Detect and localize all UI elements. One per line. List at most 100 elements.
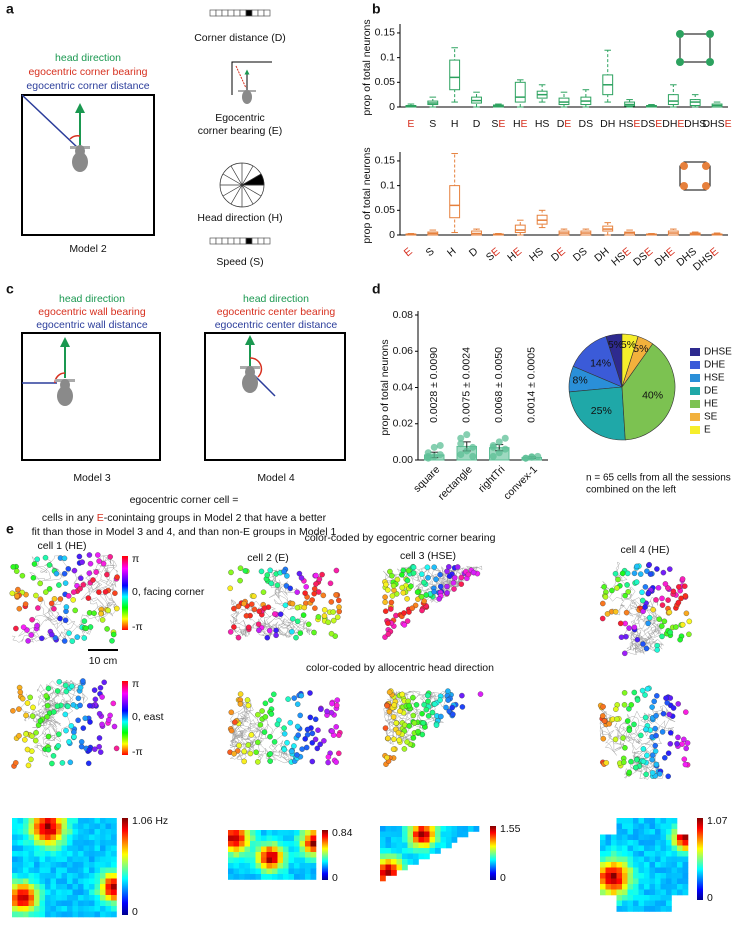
rate-bin bbox=[644, 900, 650, 907]
spike bbox=[79, 559, 85, 565]
rate-bin bbox=[266, 852, 273, 858]
colorbar-label: 0 bbox=[132, 906, 138, 918]
corner-dot bbox=[676, 30, 684, 38]
spike bbox=[653, 732, 659, 739]
rate-bin bbox=[61, 845, 68, 852]
rate-bin bbox=[294, 841, 300, 847]
spike bbox=[404, 596, 410, 602]
spike bbox=[413, 702, 420, 708]
rate-bin bbox=[633, 884, 639, 890]
rate-bin bbox=[473, 826, 480, 832]
rate-bin bbox=[402, 859, 408, 865]
spike bbox=[647, 571, 654, 577]
rate-bin bbox=[255, 863, 262, 869]
spike bbox=[62, 711, 69, 718]
rate-bin bbox=[72, 867, 79, 874]
rate-bin bbox=[649, 889, 656, 896]
spike bbox=[626, 625, 632, 631]
distance-line bbox=[21, 94, 79, 149]
rate-bin bbox=[671, 834, 678, 841]
rate-bin bbox=[446, 831, 452, 838]
spike bbox=[333, 759, 339, 765]
legend-text: egocentric center bearing bbox=[217, 306, 336, 318]
spike bbox=[81, 635, 88, 641]
spike bbox=[624, 570, 631, 577]
rate-bin bbox=[682, 867, 689, 874]
rate-bin bbox=[56, 823, 62, 830]
spike bbox=[19, 695, 26, 702]
rate-bin bbox=[100, 862, 106, 868]
rate-bin bbox=[78, 862, 84, 868]
rate-bin bbox=[266, 868, 273, 875]
rate-bin bbox=[39, 845, 46, 852]
rate-bin bbox=[660, 873, 667, 879]
rate-bin bbox=[424, 826, 430, 832]
rate-bin bbox=[250, 852, 256, 858]
spike bbox=[316, 576, 323, 582]
data-point bbox=[457, 434, 465, 442]
rate-bin bbox=[105, 851, 112, 857]
rate-bin bbox=[61, 873, 68, 879]
rate-bin bbox=[310, 830, 317, 836]
spike bbox=[421, 701, 427, 708]
spike bbox=[294, 618, 301, 625]
rate-bin bbox=[28, 884, 35, 890]
spike bbox=[415, 728, 421, 735]
rate-bin bbox=[611, 862, 617, 868]
label-letter: E bbox=[402, 245, 415, 259]
spike bbox=[51, 606, 57, 612]
rate-bin bbox=[655, 867, 661, 874]
y-axis-label: prop of total neurons bbox=[379, 339, 391, 435]
spike bbox=[388, 599, 395, 606]
rate-bin bbox=[660, 889, 667, 896]
spike bbox=[262, 700, 269, 707]
rate-bin bbox=[616, 856, 623, 863]
rate-bin bbox=[622, 823, 628, 830]
spike bbox=[626, 706, 632, 712]
rate-bin bbox=[12, 889, 18, 896]
rate-bin bbox=[385, 842, 392, 849]
rate-bin bbox=[105, 889, 112, 896]
spike bbox=[235, 634, 242, 641]
rate-bin bbox=[67, 889, 73, 896]
rate-bin bbox=[671, 818, 678, 824]
spike bbox=[390, 582, 397, 589]
rate-bin bbox=[294, 830, 300, 836]
spike bbox=[631, 624, 638, 631]
spike bbox=[97, 749, 104, 755]
rate-bin bbox=[105, 878, 112, 885]
rate-bin bbox=[429, 848, 436, 854]
rate-bin bbox=[627, 856, 634, 863]
rate-bin bbox=[622, 834, 628, 841]
spike bbox=[28, 632, 35, 638]
rate-bin bbox=[45, 823, 51, 830]
rate-bin bbox=[391, 842, 397, 849]
rate-bin bbox=[616, 851, 623, 857]
data-point bbox=[489, 443, 497, 451]
rate-bin bbox=[600, 834, 606, 841]
rate-bin bbox=[39, 867, 46, 874]
rate-bin bbox=[12, 840, 18, 846]
rate-bin bbox=[644, 845, 650, 852]
x-tick-label: DE bbox=[549, 245, 568, 264]
rate-bin bbox=[61, 884, 68, 890]
spike bbox=[667, 566, 673, 572]
rate-bin bbox=[418, 837, 425, 843]
rate-bin bbox=[272, 841, 278, 847]
rate-bin bbox=[396, 826, 403, 832]
x-tick-label: S bbox=[423, 245, 436, 259]
rate-bin bbox=[83, 878, 90, 885]
spike bbox=[683, 610, 690, 617]
rate-bin bbox=[385, 837, 392, 843]
spike bbox=[251, 606, 258, 613]
spike bbox=[71, 567, 78, 574]
rate-bin bbox=[45, 884, 51, 890]
rate-bin bbox=[111, 851, 117, 857]
spike bbox=[391, 736, 397, 742]
legend-label: DHSE bbox=[704, 347, 732, 358]
spike bbox=[419, 571, 425, 577]
x-tick-label: DHE bbox=[652, 245, 677, 268]
rate-bin bbox=[89, 889, 95, 896]
spike bbox=[600, 735, 607, 742]
spike bbox=[652, 742, 658, 749]
